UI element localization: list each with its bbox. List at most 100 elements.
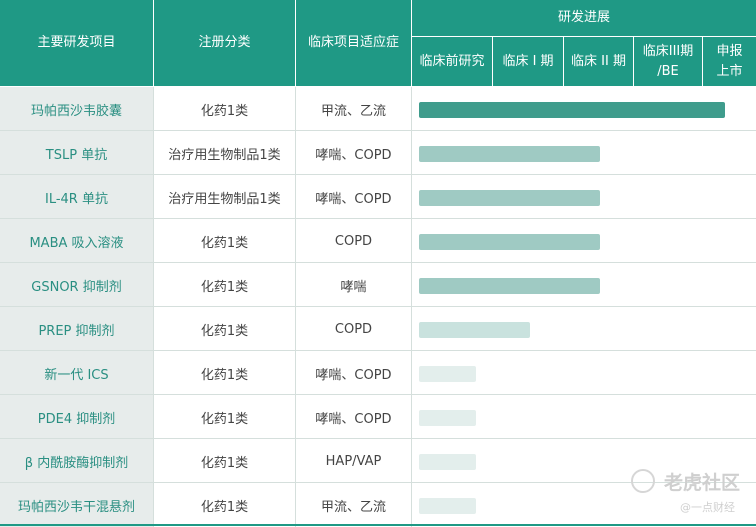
header-divider: [153, 0, 154, 86]
column-divider: [153, 87, 154, 131]
column-divider: [153, 219, 154, 263]
column-divider: [295, 307, 296, 351]
stage-header-line1: 临床 I 期: [502, 53, 554, 69]
stage-header-line2: /BE: [657, 63, 679, 79]
column-divider: [411, 351, 412, 395]
column-divider: [411, 439, 412, 483]
row-divider: [0, 218, 756, 219]
column-divider: [153, 175, 154, 219]
header-divider: [492, 37, 493, 86]
header-divider: [633, 37, 634, 86]
registration-category: 化药1类: [200, 367, 249, 383]
table-row: β 内酰胺酶抑制剂 化药1类 HAP/VAP: [0, 439, 756, 483]
column-divider: [295, 351, 296, 395]
stage-header-line1: 临床前研究: [419, 53, 485, 69]
table-row: 玛帕西沙韦干混悬剂 化药1类 甲流、乙流: [0, 483, 756, 527]
column-divider: [295, 175, 296, 219]
table-bottom-border: [0, 524, 756, 526]
indication: 哮喘: [340, 279, 367, 295]
header-progress-title: 研发进展: [412, 0, 756, 36]
project-name: MABA 吸入溶液: [0, 219, 153, 263]
row-divider: [0, 350, 756, 351]
table-row: 新一代 ICS 化药1类 哮喘、COPD: [0, 351, 756, 395]
column-divider: [411, 87, 412, 131]
column-divider: [153, 307, 154, 351]
indication: 甲流、乙流: [320, 103, 386, 119]
column-divider: [411, 395, 412, 439]
column-divider: [411, 483, 412, 527]
registration-category: 化药1类: [200, 279, 249, 295]
progress-bar: [419, 278, 600, 294]
registration-category: 化药1类: [200, 103, 249, 119]
column-divider: [411, 219, 412, 263]
table-row: IL-4R 单抗 治疗用生物制品1类 哮喘、COPD: [0, 175, 756, 219]
watermark-source: @一点财经: [680, 501, 735, 514]
progress-bar: [419, 234, 600, 250]
stage-header-line1: 临床 II 期: [571, 53, 626, 69]
registration-category: 化药1类: [200, 235, 249, 251]
registration-category: 化药1类: [200, 323, 249, 339]
header-divider: [412, 36, 756, 37]
project-name: IL-4R 单抗: [0, 175, 153, 219]
registration-category: 化药1类: [200, 499, 249, 515]
header-category: 注册分类: [154, 0, 295, 86]
watermark-icon: [631, 469, 655, 493]
header-divider: [411, 0, 412, 86]
project-name: 新一代 ICS: [0, 351, 153, 395]
project-name: 玛帕西沙韦干混悬剂: [0, 483, 153, 527]
table-row: MABA 吸入溶液 化药1类 COPD: [0, 219, 756, 263]
header-item: 主要研发项目: [0, 0, 153, 86]
watermark-brand: 老虎社区: [664, 472, 741, 494]
column-divider: [153, 263, 154, 307]
project-name: GSNOR 抑制剂: [0, 263, 153, 307]
project-name: PREP 抑制剂: [0, 307, 153, 351]
stage-header: 申报 上市: [703, 37, 756, 86]
header-divider: [702, 37, 703, 86]
stage-header: 临床 II 期: [564, 37, 633, 86]
column-divider: [295, 483, 296, 527]
table-row: PDE4 抑制剂 化药1类 哮喘、COPD: [0, 395, 756, 439]
column-divider: [411, 131, 412, 175]
column-divider: [153, 483, 154, 527]
project-name: TSLP 单抗: [0, 131, 153, 175]
header-divider: [295, 0, 296, 86]
indication: 甲流、乙流: [320, 499, 386, 515]
registration-category: 治疗用生物制品1类: [168, 191, 281, 207]
stage-header: 临床III期/BE: [634, 37, 702, 86]
project-name: 玛帕西沙韦胶囊: [0, 87, 153, 131]
column-divider: [295, 439, 296, 483]
project-name: PDE4 抑制剂: [0, 395, 153, 439]
header-indication: 临床项目适应症: [296, 0, 411, 86]
stage-header: 临床 I 期: [493, 37, 563, 86]
table-row: TSLP 单抗 治疗用生物制品1类 哮喘、COPD: [0, 131, 756, 175]
progress-bar: [419, 322, 530, 338]
column-divider: [153, 131, 154, 175]
column-divider: [295, 219, 296, 263]
progress-bar: [419, 102, 725, 118]
stage-header-line1: 申报: [716, 43, 743, 59]
header-divider: [563, 37, 564, 86]
indication: COPD: [334, 321, 373, 337]
row-divider: [0, 262, 756, 263]
indication: HAP/VAP: [325, 453, 382, 469]
registration-category: 化药1类: [200, 411, 249, 427]
table-row: PREP 抑制剂 化药1类 COPD: [0, 307, 756, 351]
indication: 哮喘、COPD: [315, 191, 392, 207]
progress-bar: [419, 498, 476, 514]
column-divider: [411, 307, 412, 351]
column-divider: [295, 87, 296, 131]
progress-bar: [419, 454, 476, 470]
progress-bar: [419, 410, 476, 426]
row-divider: [0, 130, 756, 131]
indication: 哮喘、COPD: [315, 411, 392, 427]
progress-bar: [419, 366, 476, 382]
progress-bar: [419, 190, 600, 206]
row-divider: [0, 306, 756, 307]
table-row: 玛帕西沙韦胶囊 化药1类 甲流、乙流: [0, 87, 756, 131]
table-row: GSNOR 抑制剂 化药1类 哮喘: [0, 263, 756, 307]
column-divider: [153, 439, 154, 483]
registration-category: 化药1类: [200, 455, 249, 471]
indication: 哮喘、COPD: [315, 367, 392, 383]
stage-header-line2: 上市: [716, 63, 743, 79]
